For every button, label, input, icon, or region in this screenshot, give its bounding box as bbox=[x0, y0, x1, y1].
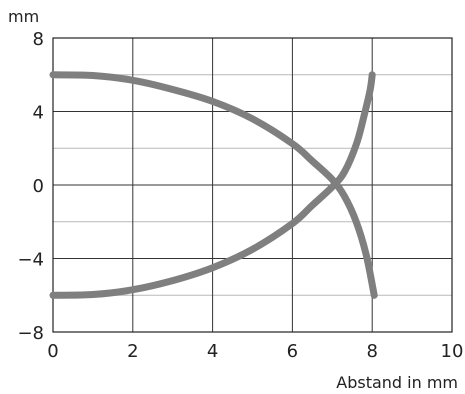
x-axis-title: Abstand in mm bbox=[336, 373, 458, 392]
x-tick-label-2: 4 bbox=[207, 341, 218, 362]
series-line-1 bbox=[49, 71, 376, 299]
x-tick-label-0: 0 bbox=[47, 341, 58, 362]
y-tick-label-2: 0 bbox=[33, 176, 44, 197]
y-tick-label-1: 4 bbox=[33, 103, 44, 124]
x-tick-label-3: 6 bbox=[287, 341, 298, 362]
x-tick-label-1: 2 bbox=[127, 341, 138, 362]
series-line-0 bbox=[49, 71, 378, 299]
series-layer bbox=[49, 71, 378, 299]
x-tick-label-4: 8 bbox=[366, 341, 377, 362]
major-gridlines bbox=[53, 38, 452, 332]
y-tick-label-0: 8 bbox=[33, 29, 44, 50]
y-tick-label-3: −4 bbox=[17, 250, 44, 271]
x-tick-label-5: 10 bbox=[441, 341, 464, 362]
y-tick-label-4: −8 bbox=[17, 323, 44, 344]
y-tick-labels: 8 4 0 −4 −8 bbox=[17, 29, 44, 344]
plot-frame bbox=[52, 37, 453, 333]
x-tick-labels: 0 2 4 6 8 10 bbox=[47, 341, 463, 362]
y-axis-title: mm bbox=[8, 7, 39, 26]
